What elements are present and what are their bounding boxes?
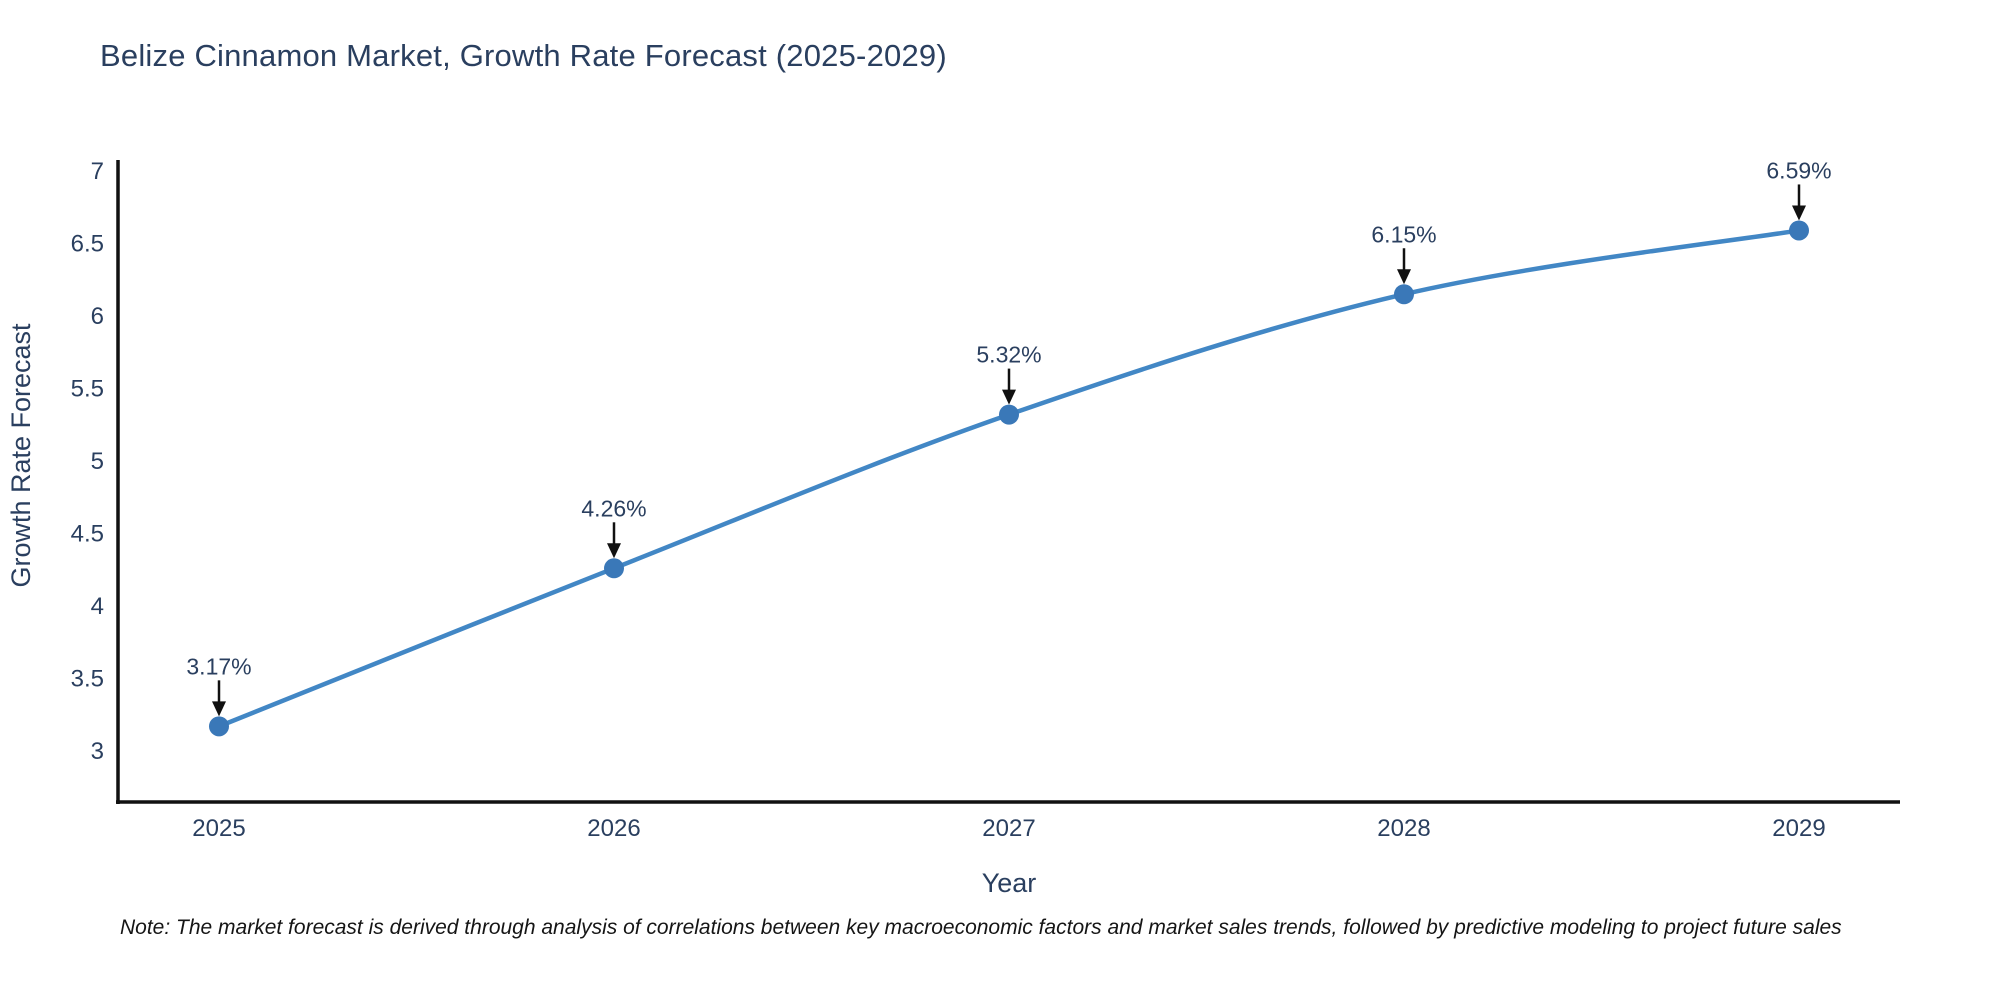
data-point-marker-2026[interactable] [604,558,624,579]
x-tick-label-2027: 2027 [982,815,1035,842]
x-tick-label-2029: 2029 [1772,815,1825,842]
chart-title: Belize Cinnamon Market, Growth Rate Fore… [100,38,947,73]
y-tick-label-4: 4 [91,593,104,620]
y-tick-label-7: 7 [91,158,104,185]
y-tick-label-6: 6 [91,303,104,330]
forecast-line [216,228,1802,729]
x-tick-label-2026: 2026 [587,815,640,842]
x-tick-label-2025: 2025 [192,815,245,842]
y-tick-label-5: 5 [91,448,104,475]
y-tick-label-3.5: 3.5 [71,666,104,693]
x-axis-title: Year [982,868,1037,898]
annotation-label-2027: 5.32% [976,342,1041,368]
data-point-marker-2028[interactable] [1394,284,1414,305]
y-tick-label-3: 3 [91,738,104,765]
annotation-label-2026: 4.26% [581,495,646,521]
annotation-label-2029: 6.59% [1766,157,1831,183]
footnote: Note: The market forecast is derived thr… [120,916,1842,939]
x-tick-label-2028: 2028 [1377,815,1430,842]
annotation-arrowhead-2029 [1792,205,1806,221]
annotation-label-2028: 6.15% [1371,221,1436,247]
y-axis-title: Growth Rate Forecast [6,323,36,588]
annotation-arrowhead-2028 [1397,269,1411,285]
y-tick-label-4.5: 4.5 [71,521,104,548]
y-tick-label-5.5: 5.5 [71,376,104,403]
data-point-marker-2027[interactable] [999,404,1019,425]
annotation-label-2025: 3.17% [186,653,251,679]
annotation-arrowhead-2026 [607,543,621,559]
y-tick-label-6.5: 6.5 [71,231,104,258]
annotation-arrowhead-2025 [212,701,226,717]
data-point-marker-2025[interactable] [209,716,229,737]
annotation-arrowhead-2027 [1002,389,1016,405]
data-point-marker-2029[interactable] [1789,220,1809,241]
